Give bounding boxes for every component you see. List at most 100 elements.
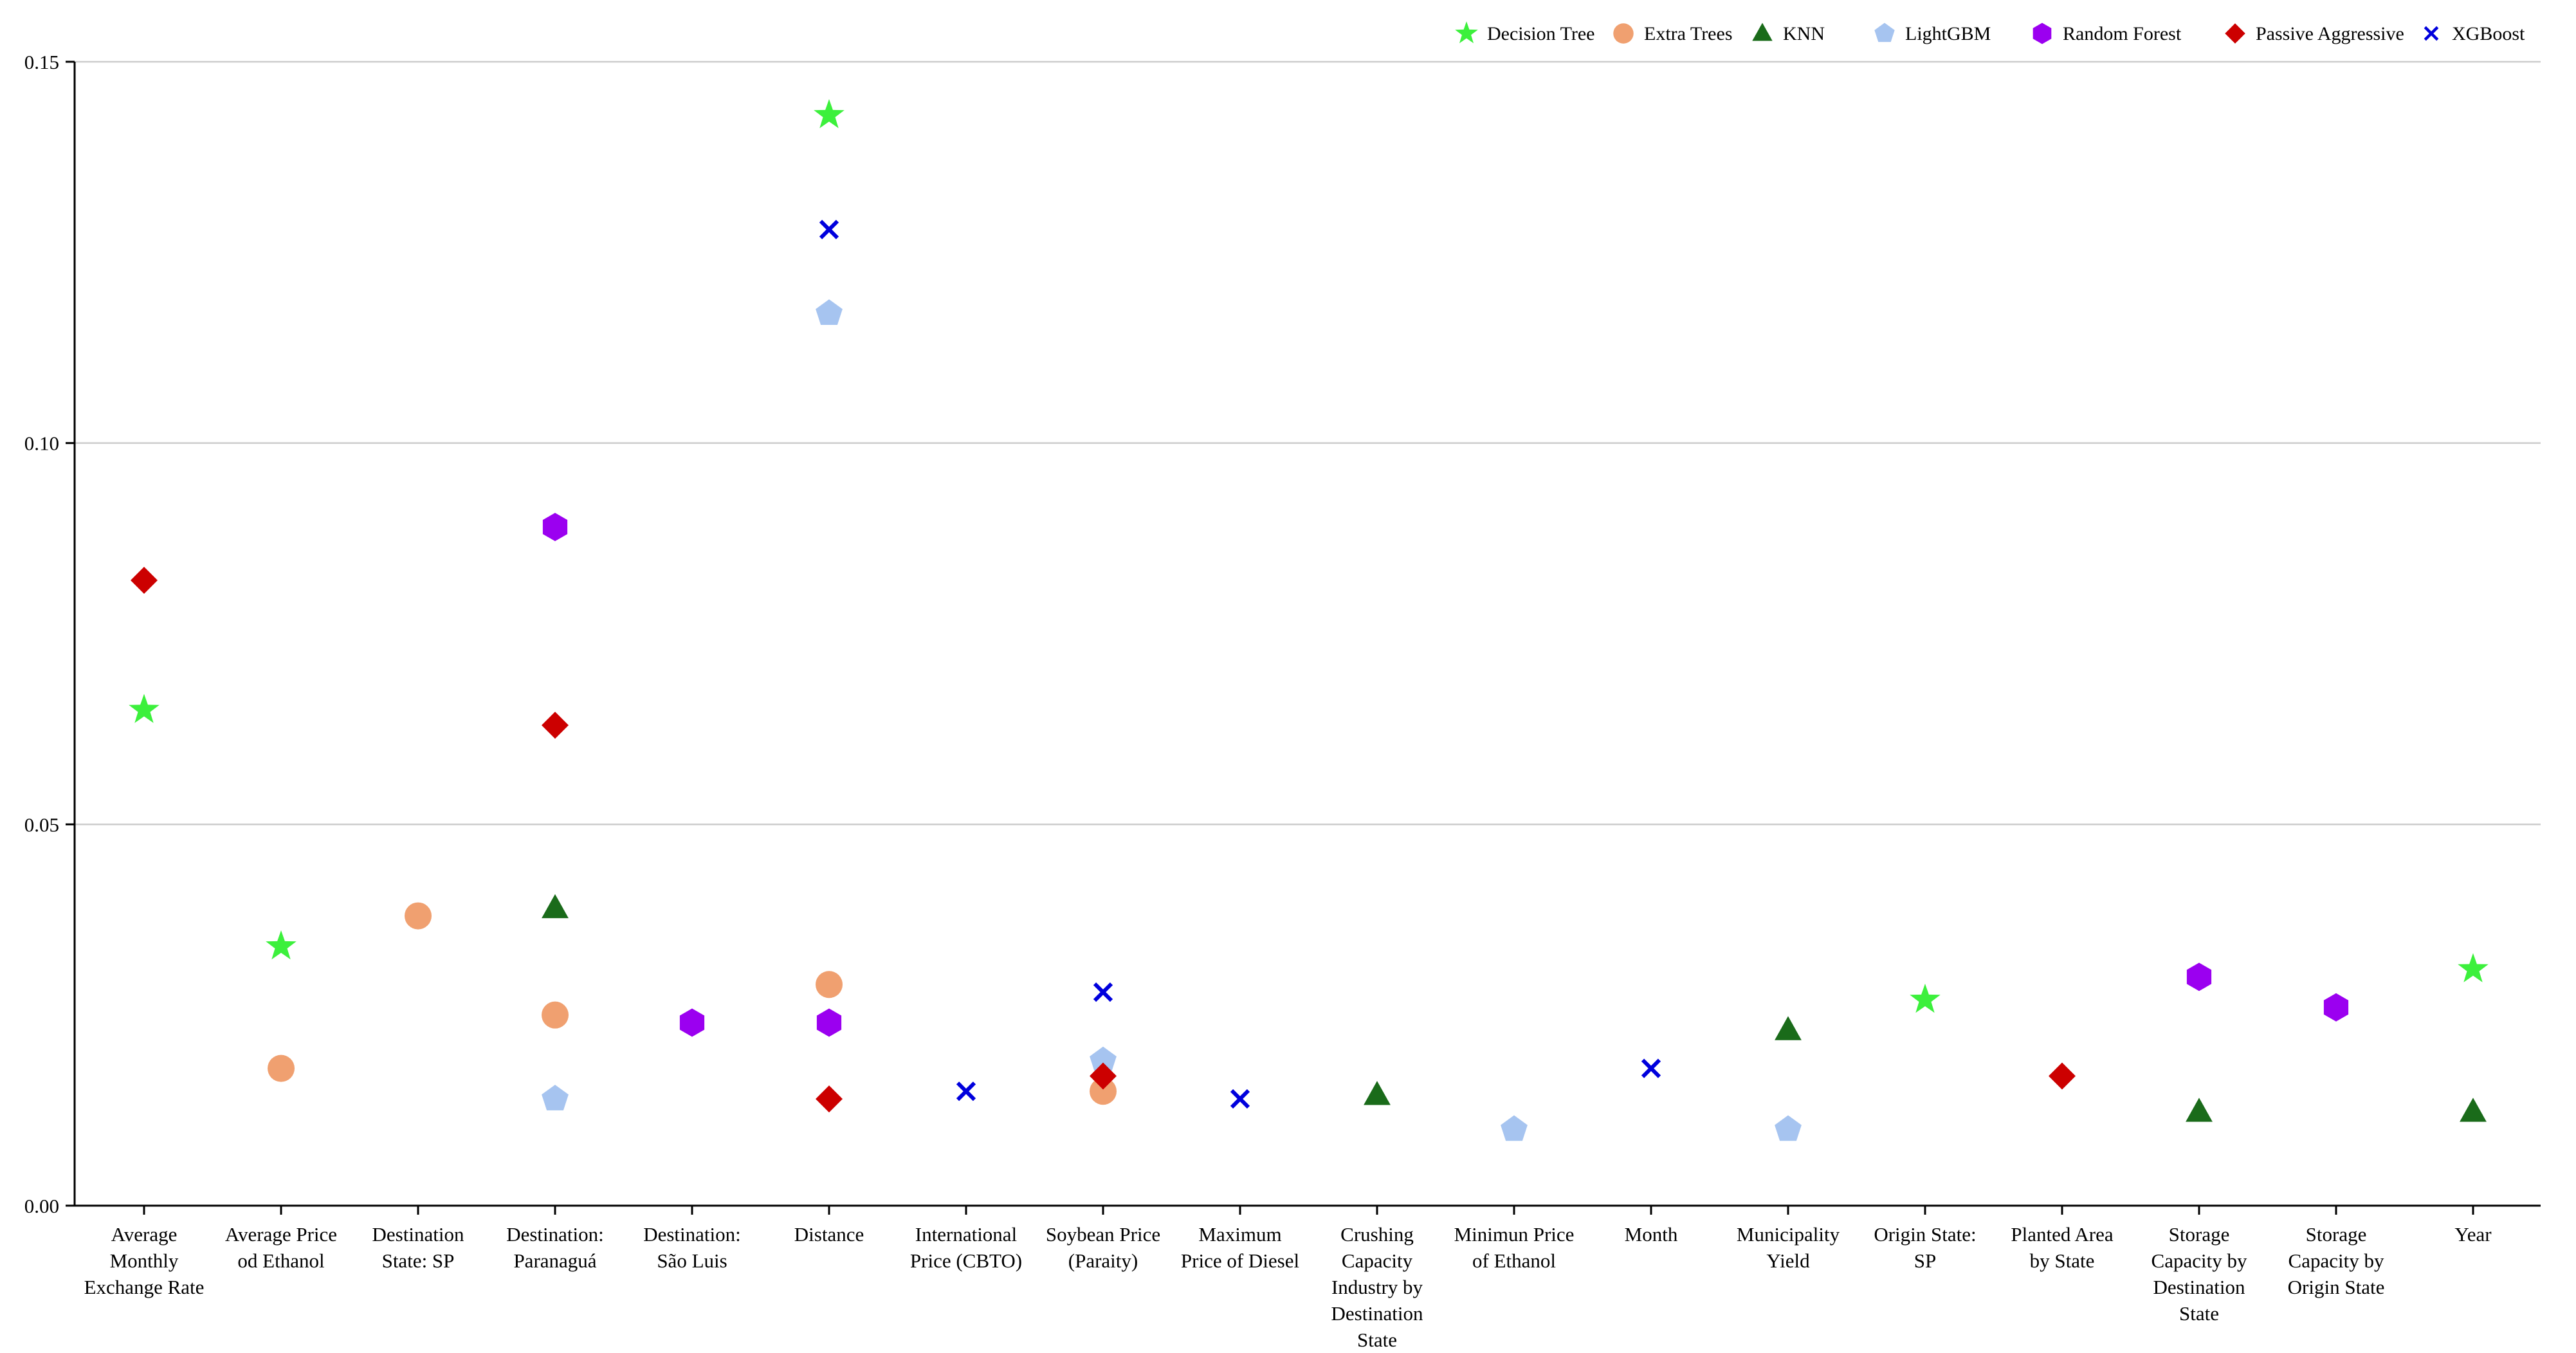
legend-marker-lightgbm [1874,23,1895,42]
x-marker-stroke [1093,982,1113,1002]
legend-marker-xgboost [2424,26,2439,41]
x-category-label-line: Origin State: [1874,1223,1976,1246]
x-category-label: Destination State: SP [372,1223,464,1272]
data-point-passive-aggressive [131,567,158,594]
x-category-label-line: Crushing [1340,1223,1414,1246]
data-points [129,99,2489,1141]
x-category-label-line: of Ethanol [1472,1249,1556,1272]
x-category-label-line: Minimun Price [1454,1223,1575,1246]
x-category-label-line: Soybean Price [1046,1223,1160,1246]
legend-label: Extra Trees [1644,23,1733,44]
axes [73,62,2541,1207]
data-point-xgboost [956,1081,976,1101]
data-point-extra-trees [1090,1078,1117,1105]
data-point-extra-trees [816,971,843,999]
legend-marker-extra-trees [1613,23,1634,44]
legend-item-random-forest: Random Forest [2032,23,2182,44]
x-category-label-line: Price (CBTO) [910,1249,1022,1272]
x-category-label-line: Origin State [2288,1276,2385,1298]
x-category-label-line: Capacity by [2151,1249,2247,1272]
x-axis-category-labels: Average Monthly Exchange Rate Average Price… [84,1206,2492,1351]
x-category-label-line: Storage [2306,1223,2367,1246]
legend: Decision Tree Extra Trees KNN LightGBM Rando… [1455,21,2525,44]
data-point-knn [542,894,569,919]
data-point-xgboost [1641,1058,1661,1078]
x-category-label-line: Monthly [110,1249,179,1272]
legend-label: Decision Tree [1487,23,1595,44]
x-category-label-line: Destination [1331,1302,1423,1325]
legend-item-lightgbm: LightGBM [1874,23,1991,44]
x-marker-stroke [956,1081,976,1101]
y-axis-ticks: 0.00 0.05 0.10 0.15 [24,51,75,1217]
data-point-lightgbm [1501,1115,1528,1141]
x-category-label: Maximum Price of Diesel [1181,1223,1299,1272]
x-marker-stroke [1230,1089,1250,1109]
x-category-label-line: od Ethanol [237,1249,324,1272]
x-category-label-line: Storage [2169,1223,2230,1246]
data-point-decision-tree [129,694,160,723]
data-point-xgboost [1230,1089,1250,1109]
x-category-label: Soybean Price (Paraity) [1046,1223,1160,1272]
x-category-label-line: Year [2454,1223,2492,1246]
data-point-knn [1775,1016,1802,1040]
data-point-passive-aggressive [542,712,569,739]
legend-marker-decision-tree [1455,21,1478,44]
x-category-label: Destination: São Luis [643,1223,741,1272]
legend-item-decision-tree: Decision Tree [1455,21,1595,44]
data-point-knn [2186,1098,2213,1122]
x-category-label: Minimun Price of Ethanol [1454,1223,1575,1272]
x-marker-stroke [2424,26,2439,41]
x-marker-stroke [1641,1058,1661,1078]
x-category-label-line: International [915,1223,1017,1246]
x-category-label-line: Destination [2153,1276,2245,1298]
x-category-label-line: Planted Area [2011,1223,2113,1246]
x-category-label: International Price (CBTO) [910,1223,1022,1272]
x-category-label: Year [2454,1223,2492,1246]
y-tick-label: 0.00 [24,1195,59,1217]
data-point-decision-tree [2458,953,2489,982]
x-category-label-line: State: SP [382,1249,455,1272]
data-point-lightgbm [816,299,843,325]
x-category-label-line: State [2179,1302,2219,1325]
data-point-decision-tree [1910,984,1941,1013]
x-category-label-line: Distance [794,1223,864,1246]
x-category-label-line: São Luis [657,1249,727,1272]
x-category-label-line: Industry by [1331,1276,1423,1298]
x-category-label-line: Average [111,1223,178,1246]
legend-item-knn: KNN [1752,23,1825,44]
legend-item-xgboost: XGBoost [2424,23,2525,44]
data-point-passive-aggressive [1090,1062,1117,1090]
data-point-knn [1364,1081,1391,1105]
x-category-label-line: Month [1625,1223,1678,1246]
data-point-random-forest [679,1008,705,1037]
x-category-label-line: Destination [372,1223,464,1246]
legend-label: Random Forest [2063,23,2182,44]
data-point-random-forest [2186,962,2212,991]
x-category-label-line: SP [1914,1249,1936,1272]
data-point-random-forest [816,1008,842,1037]
legend-label: Passive Aggressive [2256,23,2404,44]
x-category-label-line: Average Price [225,1223,337,1246]
y-tick-label: 0.10 [24,432,59,455]
legend-label: XGBoost [2452,23,2525,44]
data-point-passive-aggressive [2049,1062,2076,1090]
x-category-label: Planted Area by State [2011,1223,2113,1272]
x-category-label: Average Price od Ethanol [225,1223,337,1272]
y-tick-label: 0.15 [24,51,59,73]
x-category-label-line: Exchange Rate [84,1276,205,1298]
data-point-knn [2460,1098,2487,1122]
x-category-label-line: Price of Diesel [1181,1249,1299,1272]
data-point-xgboost [1093,982,1113,1002]
x-category-label-line: Capacity [1342,1249,1413,1272]
data-point-extra-trees [405,902,432,930]
legend-label: LightGBM [1905,23,1991,44]
x-category-label: Municipality Yield [1737,1223,1840,1272]
grid-lines [75,60,2541,825]
data-point-decision-tree [266,930,297,960]
y-tick-label: 0.05 [24,813,59,836]
x-category-label: Destination: Paranaguá [506,1223,604,1272]
x-category-label-line: Maximum [1198,1223,1281,1246]
x-category-label-line: Paranaguá [513,1249,596,1272]
x-category-label: Month [1625,1223,1678,1246]
